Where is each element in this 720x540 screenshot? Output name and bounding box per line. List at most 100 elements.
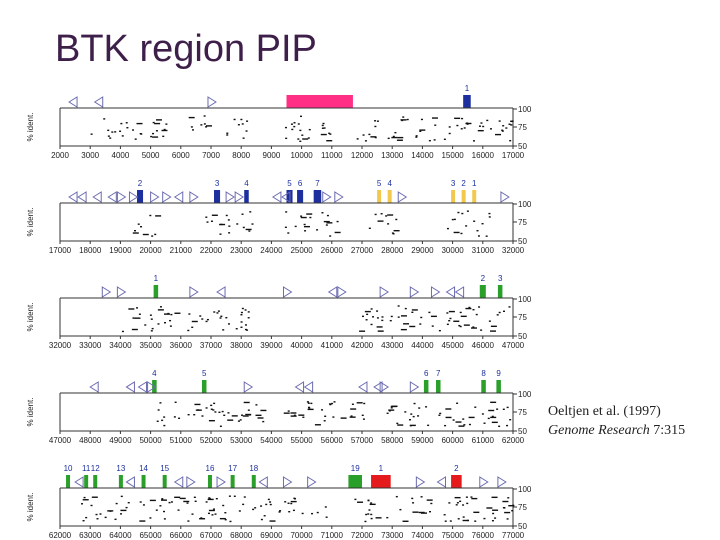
identity-segment bbox=[187, 414, 190, 416]
x-tick-label: 39000 bbox=[260, 341, 283, 350]
exon-label: 17 bbox=[228, 464, 237, 473]
identity-segment bbox=[178, 417, 181, 419]
x-tick-label: 43000 bbox=[381, 341, 404, 350]
left-arrow bbox=[68, 96, 78, 108]
identity-segment bbox=[165, 123, 168, 125]
identity-segment bbox=[367, 499, 370, 502]
exon-label: 16 bbox=[206, 464, 215, 473]
identity-segment bbox=[207, 512, 210, 515]
identity-segment bbox=[109, 510, 112, 512]
identity-segment bbox=[262, 420, 265, 423]
identity-segment bbox=[321, 409, 324, 411]
identity-segment bbox=[214, 411, 217, 413]
identity-segment bbox=[297, 138, 300, 140]
identity-segment bbox=[397, 316, 400, 318]
identity-segment bbox=[284, 126, 287, 129]
identity-segment bbox=[391, 232, 394, 234]
identity-segment bbox=[139, 520, 146, 522]
identity-segment bbox=[463, 324, 470, 326]
identity-segment bbox=[231, 415, 238, 417]
right-arrow bbox=[497, 476, 507, 488]
identity-segment bbox=[201, 415, 204, 417]
identity-segment bbox=[375, 517, 382, 519]
identity-segment bbox=[119, 130, 122, 132]
identity-segment bbox=[456, 502, 459, 504]
identity-segment bbox=[99, 513, 102, 515]
x-tick-label: 41000 bbox=[321, 341, 344, 350]
identity-segment bbox=[219, 517, 226, 520]
identity-segment bbox=[448, 319, 451, 322]
identity-segment bbox=[504, 511, 511, 514]
identity-segment bbox=[114, 131, 117, 133]
identity-segment bbox=[287, 232, 290, 234]
identity-segment bbox=[239, 419, 242, 421]
identity-segment bbox=[477, 129, 484, 132]
identity-segment bbox=[205, 320, 208, 323]
identity-segment bbox=[290, 502, 293, 505]
identity-segment bbox=[241, 414, 244, 416]
identity-segment bbox=[457, 518, 460, 520]
identity-segment bbox=[419, 129, 426, 131]
identity-segment bbox=[455, 421, 462, 423]
identity-segment bbox=[381, 316, 384, 318]
identity-segment bbox=[203, 123, 206, 125]
y-axis-label: % ident. bbox=[26, 113, 35, 142]
left-arrow bbox=[89, 381, 99, 393]
identity-segment bbox=[243, 496, 246, 498]
identity-segment bbox=[245, 413, 252, 416]
identity-segment bbox=[290, 412, 297, 414]
identity-segment bbox=[293, 122, 296, 124]
identity-segment bbox=[434, 124, 437, 126]
exon-block bbox=[451, 475, 462, 488]
identity-segment bbox=[247, 311, 250, 313]
exon-block bbox=[463, 95, 471, 108]
identity-segment bbox=[463, 127, 466, 129]
exon-block bbox=[137, 190, 144, 203]
identity-segment bbox=[241, 213, 244, 215]
identity-segment bbox=[157, 323, 160, 325]
x-tick-label: 13000 bbox=[381, 151, 404, 160]
exon-label: 5 bbox=[287, 179, 292, 188]
identity-segment bbox=[149, 314, 152, 316]
identity-segment bbox=[502, 506, 505, 509]
x-tick-label: 33000 bbox=[79, 341, 102, 350]
identity-segment bbox=[481, 223, 484, 225]
y-tick-label: 100 bbox=[518, 295, 532, 304]
exon-block bbox=[207, 475, 212, 488]
identity-segment bbox=[380, 213, 383, 215]
left-arrow bbox=[173, 476, 184, 488]
right-arrow bbox=[225, 191, 236, 203]
identity-segment bbox=[246, 120, 249, 122]
identity-segment bbox=[213, 402, 216, 405]
x-tick-label: 70000 bbox=[290, 531, 313, 540]
identity-segment bbox=[303, 223, 306, 226]
identity-segment bbox=[226, 132, 229, 134]
identity-segment bbox=[237, 124, 240, 126]
identity-segment bbox=[397, 136, 404, 139]
identity-segment bbox=[449, 317, 452, 320]
identity-segment bbox=[248, 230, 251, 232]
left-arrow bbox=[93, 96, 104, 108]
y-axis-label: % ident. bbox=[26, 303, 35, 332]
identity-segment bbox=[235, 328, 238, 330]
identity-segment bbox=[229, 520, 232, 523]
y-tick-label: 75 bbox=[518, 123, 527, 132]
identity-segment bbox=[210, 408, 213, 410]
identity-segment bbox=[260, 409, 267, 412]
identity-segment bbox=[144, 324, 147, 326]
identity-segment bbox=[325, 224, 328, 226]
identity-segment bbox=[377, 220, 384, 222]
identity-segment bbox=[120, 495, 123, 498]
identity-segment bbox=[142, 233, 149, 236]
left-arrow bbox=[294, 381, 305, 393]
identity-segment bbox=[104, 516, 107, 519]
identity-segment bbox=[222, 329, 225, 331]
x-tick-label: 51000 bbox=[170, 436, 193, 445]
identity-segment bbox=[507, 497, 510, 499]
identity-segment bbox=[227, 219, 230, 221]
identity-segment bbox=[336, 220, 339, 223]
identity-segment bbox=[411, 311, 414, 313]
identity-segment bbox=[387, 223, 390, 225]
identity-segment bbox=[443, 138, 446, 141]
identity-segment bbox=[159, 505, 162, 507]
